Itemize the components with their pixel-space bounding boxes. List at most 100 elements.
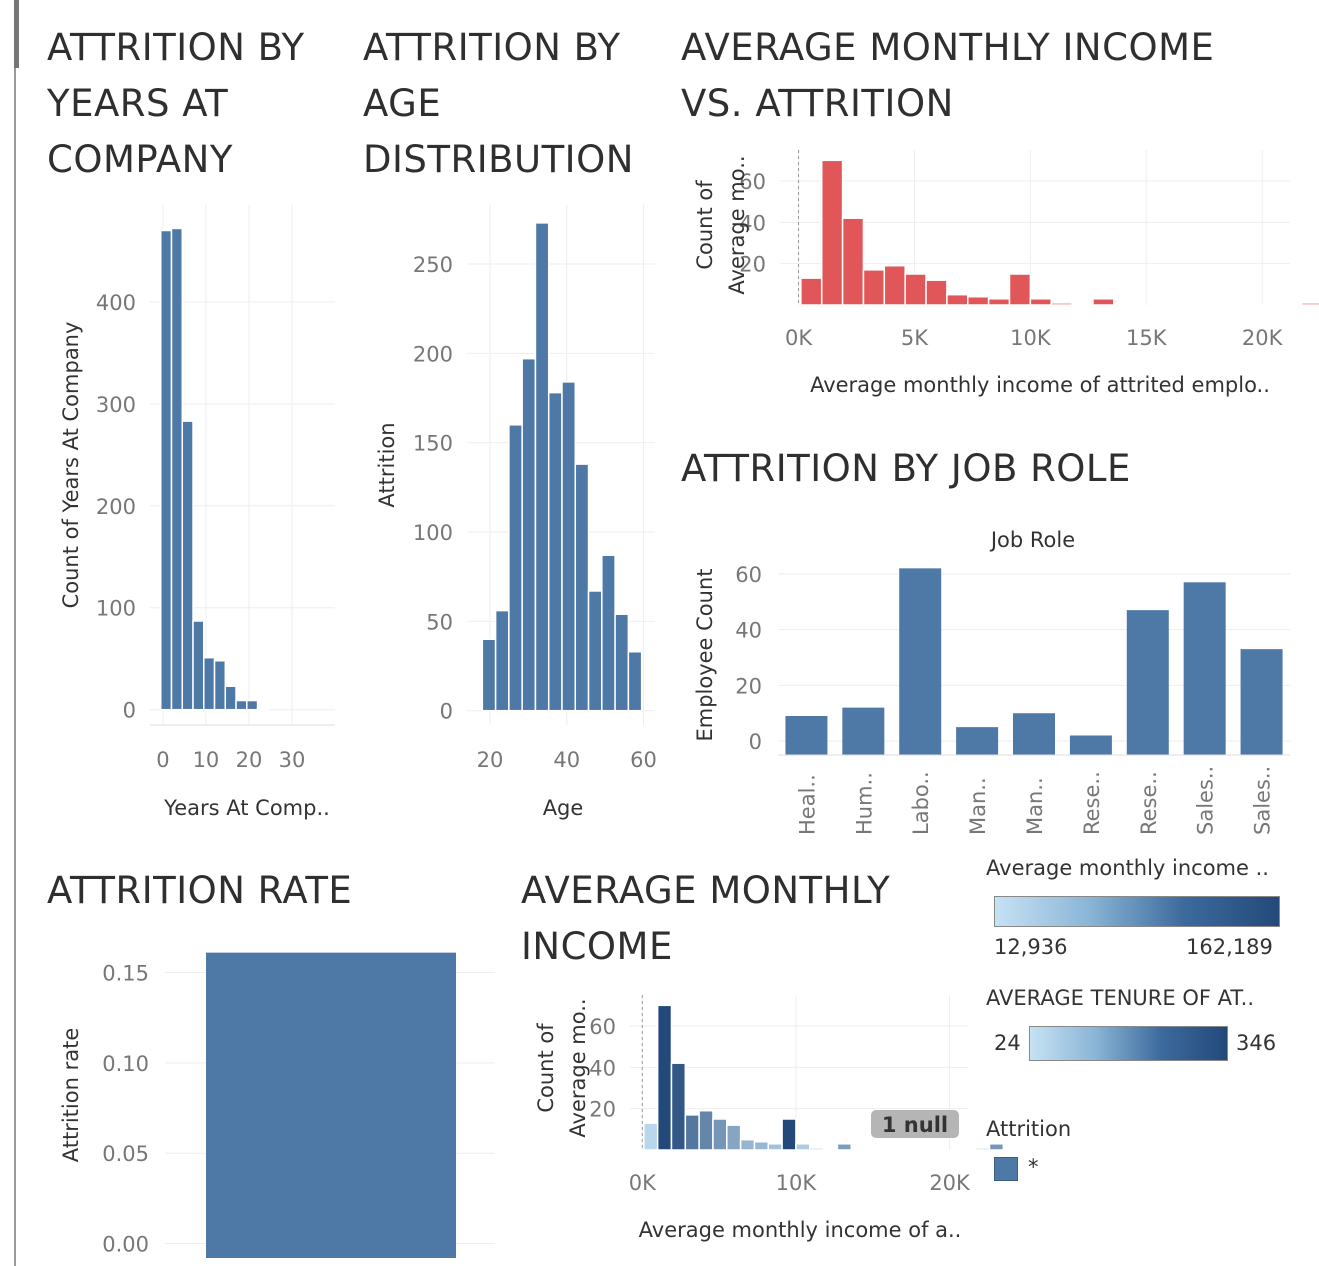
title-job-role: ATTRITION BY JOB ROLE bbox=[681, 441, 1131, 497]
y-tick-label: 20 bbox=[735, 674, 762, 698]
histogram-bar bbox=[614, 613, 630, 712]
y-tick-label: 300 bbox=[96, 393, 136, 417]
y-tick-label: 0.05 bbox=[102, 1142, 149, 1166]
histogram-bar bbox=[170, 227, 184, 711]
x-tick-label: Man.. bbox=[966, 777, 990, 835]
histogram-bar bbox=[1300, 302, 1319, 306]
x-tick-label: 0K bbox=[785, 326, 813, 350]
y-tick-label: 100 bbox=[413, 521, 453, 545]
job-role-bar bbox=[1240, 649, 1283, 755]
y-tick-label: 40 bbox=[589, 1056, 616, 1080]
tenure-legend-max: 346 bbox=[1236, 1031, 1277, 1055]
x-tick-label: Rese.. bbox=[1080, 771, 1104, 835]
title-line: YEARS AT bbox=[47, 82, 229, 125]
histogram-bar bbox=[836, 1143, 852, 1151]
attrition-legend: Attrition bbox=[986, 1117, 1071, 1141]
title-line: ATTRITION BY bbox=[47, 26, 305, 69]
dashboard-edge-line bbox=[14, 68, 16, 1266]
histogram-bar bbox=[809, 1147, 825, 1151]
histogram-bar bbox=[256, 707, 270, 711]
title-attrition-rate: ATTRITION RATE bbox=[47, 863, 352, 919]
title-income-vs-attrition: AVERAGE MONTHLY INCOME VS. ATTRITION bbox=[681, 20, 1214, 132]
x-tick-label: 30 bbox=[279, 748, 306, 772]
histogram-bar bbox=[627, 650, 643, 712]
title-years-at-company: ATTRITION BY YEARS AT COMPANY bbox=[47, 20, 305, 188]
histogram-bar bbox=[192, 620, 205, 711]
x-tick-label: Sales.. bbox=[1194, 766, 1218, 835]
job-role-bar bbox=[785, 716, 828, 755]
dashboard-edge-marker bbox=[14, 0, 19, 68]
histogram-bar bbox=[203, 656, 216, 711]
histogram-bar bbox=[726, 1124, 742, 1151]
histogram-bar bbox=[800, 277, 823, 306]
attrition-rate-bar bbox=[206, 952, 456, 1258]
x-tick-label: 20K bbox=[1242, 326, 1284, 350]
title-line: AGE bbox=[363, 82, 442, 125]
income-legend-max: 162,189 bbox=[1186, 935, 1273, 959]
histogram-bar bbox=[904, 273, 927, 306]
title-line: COMPANY bbox=[47, 138, 233, 181]
x-axis-title: Years At Comp.. bbox=[163, 796, 330, 820]
histogram-bar bbox=[574, 463, 590, 712]
job-role-bar bbox=[899, 568, 942, 755]
x-axis-title: Age bbox=[543, 796, 584, 820]
y-tick-label: 20 bbox=[589, 1098, 616, 1122]
x-tick-label: Hum.. bbox=[852, 772, 876, 835]
y-tick-label: 40 bbox=[739, 211, 766, 235]
y-tick-label: 200 bbox=[413, 342, 453, 366]
histogram-bar bbox=[946, 293, 969, 306]
histogram-bar bbox=[767, 1143, 783, 1151]
histogram-bar bbox=[494, 609, 510, 712]
job-role-bar bbox=[1013, 713, 1055, 755]
histogram-bar bbox=[561, 381, 577, 712]
title-line: ATTRITION RATE bbox=[47, 869, 353, 912]
y-axis-title: Employee Count bbox=[693, 568, 717, 741]
x-tick-label: Man.. bbox=[1023, 777, 1047, 835]
job-role-bar bbox=[1183, 582, 1226, 755]
histogram-bar bbox=[1092, 298, 1115, 306]
histogram-bar bbox=[974, 1147, 991, 1151]
x-tick-label: 15K bbox=[1126, 326, 1168, 350]
y-tick-label: 0 bbox=[440, 700, 453, 724]
histogram-bar bbox=[643, 1122, 659, 1151]
attrition-legend-swatch[interactable] bbox=[994, 1157, 1018, 1181]
x-axis-title: Average monthly income of attrited emplo… bbox=[810, 373, 1270, 397]
y-tick-label: 0.15 bbox=[102, 962, 149, 986]
histogram-bar bbox=[224, 685, 237, 711]
histogram-bar bbox=[925, 279, 948, 306]
histogram-bar bbox=[508, 424, 523, 712]
histogram-bar bbox=[795, 1143, 811, 1151]
income-color-legend: Average monthly income .. bbox=[986, 856, 1269, 880]
y-tick-label: 0 bbox=[749, 730, 762, 754]
histogram-bar bbox=[698, 1109, 714, 1151]
histogram-bar bbox=[1008, 273, 1032, 306]
x-tick-label: Labo.. bbox=[909, 771, 933, 835]
x-tick-label: 10K bbox=[776, 1171, 818, 1195]
y-tick-label: 150 bbox=[413, 432, 453, 456]
y-tick-label: 60 bbox=[739, 170, 766, 194]
histogram-bar bbox=[235, 699, 248, 711]
histogram-bar bbox=[1050, 302, 1073, 306]
x-tick-label: Sales.. bbox=[1251, 766, 1275, 835]
title-line: AVERAGE MONTHLY bbox=[521, 869, 891, 912]
title-line: ATTRITION BY bbox=[363, 26, 621, 69]
x-tick-label: 40 bbox=[553, 748, 580, 772]
histogram-bar bbox=[781, 1118, 797, 1151]
x-tick-label: Rese.. bbox=[1137, 771, 1161, 835]
title-line: VS. ATTRITION bbox=[681, 82, 954, 125]
histogram-bar bbox=[547, 391, 563, 712]
y-axis-title: Attrition bbox=[375, 422, 399, 507]
x-tick-label: 20 bbox=[236, 748, 263, 772]
histogram-bar bbox=[587, 590, 603, 712]
x-tick-label: 0 bbox=[156, 748, 169, 772]
histogram-bar bbox=[181, 420, 194, 711]
income-gradient-bar bbox=[994, 896, 1280, 927]
title-line: ATTRITION BY JOB ROLE bbox=[681, 447, 1131, 490]
x-tick-label: 60 bbox=[630, 748, 657, 772]
job-role-bar bbox=[956, 727, 999, 755]
histogram-bar bbox=[753, 1140, 770, 1151]
x-tick-label: Heal.. bbox=[795, 774, 819, 835]
income-legend-min: 12,936 bbox=[994, 935, 1068, 959]
y-tick-label: 0.10 bbox=[102, 1052, 149, 1076]
